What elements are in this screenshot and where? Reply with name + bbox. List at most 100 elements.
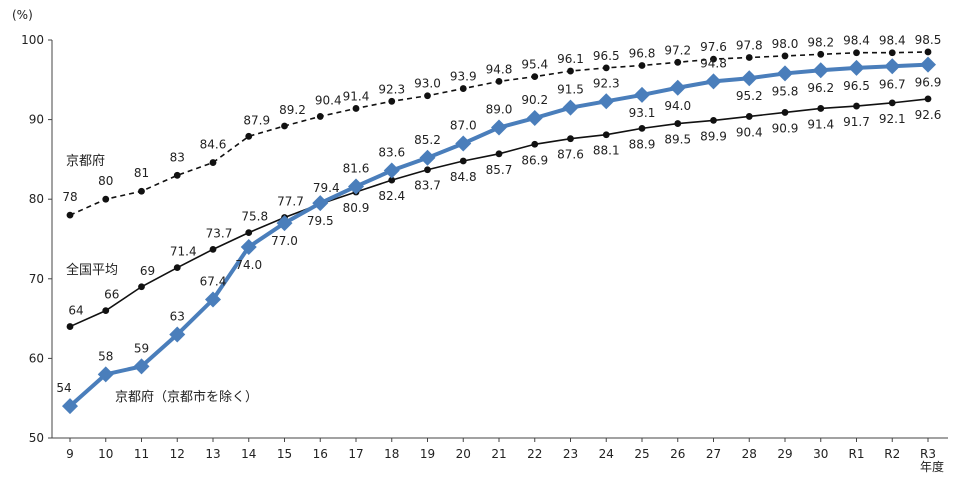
data-label: 90.4 [315,93,342,107]
data-label: 95.2 [736,89,763,103]
data-label: 96.2 [807,81,834,95]
data-point-circle [888,49,896,57]
data-label: 96.8 [629,46,656,60]
data-label: 87.0 [450,118,477,132]
data-point-diamond [312,195,329,212]
data-point-circle [102,307,110,315]
data-label: 98.4 [879,34,906,48]
data-label: 85.2 [414,133,441,147]
data-point-circle [66,323,74,330]
data-label: 81.6 [343,161,370,175]
data-point-circle [281,122,288,130]
data-point-circle [209,245,217,253]
data-point-diamond [169,326,186,343]
data-label: 78 [62,190,77,204]
data-point-circle [817,50,825,58]
data-point-diamond [812,62,829,79]
data-label: 93.9 [450,70,477,84]
x-tick-label: 27 [706,447,721,461]
data-point-circle [352,105,360,112]
data-label: 97.2 [664,43,691,57]
data-label: 90.9 [772,121,799,135]
data-point-diamond [562,99,579,116]
data-point-circle [745,54,753,61]
data-label: 86.9 [521,153,548,167]
x-tick-label: 14 [241,447,256,461]
data-label: 91.7 [843,115,870,129]
x-tick-label: 11 [134,447,149,461]
data-label: 93.0 [414,77,441,91]
data-label: 91.4 [807,117,834,131]
data-label: 54 [56,381,71,395]
data-point-diamond [884,58,901,75]
data-label: 91.4 [343,89,370,103]
data-point-circle [424,92,431,100]
data-point-circle [459,157,467,165]
x-tick-label: R2 [884,447,900,461]
data-label: 97.8 [736,39,763,53]
data-point-circle [245,229,253,237]
data-label: 84.6 [200,138,227,152]
x-tick-label: 10 [98,447,113,461]
data-label: 79.5 [307,214,334,228]
data-point-diamond [205,291,221,308]
data-label: 79.4 [313,181,340,195]
data-point-circle [567,135,574,143]
y-axis-unit: (%) [12,8,33,22]
x-tick-label: 25 [634,447,649,461]
x-tick-label: 26 [670,447,685,461]
data-label: 82.4 [378,189,405,203]
data-point-circle [924,48,932,56]
data-point-diamond [669,79,686,96]
data-point-diamond [526,110,543,127]
data-label: 89.5 [664,133,691,147]
data-label: 98.2 [807,35,834,49]
data-point-circle [638,124,646,132]
data-label: 92.3 [378,82,405,96]
x-tick-label: R1 [849,447,865,461]
data-label: 64 [68,304,83,318]
data-point-circle [710,116,717,124]
data-label: 63 [170,310,185,324]
x-tick-label: R3 [920,447,936,461]
data-point-diamond [276,215,293,232]
data-label: 75.8 [241,210,268,224]
data-point-circle [424,166,431,174]
data-label: 73.7 [206,226,233,240]
data-label: 80.9 [343,201,370,215]
data-point-diamond [920,56,936,73]
data-label: 83.6 [378,146,405,160]
y-tick-label: 50 [29,431,44,445]
data-label: 96.5 [843,79,870,93]
data-label: 96.9 [915,76,942,90]
data-point-diamond [848,59,865,76]
data-label: 97.6 [700,40,727,54]
data-point-diamond [598,93,615,110]
data-point-circle [853,49,860,57]
data-point-circle [602,64,610,72]
data-label: 77.0 [271,234,298,248]
x-tick-label: 17 [348,447,363,461]
data-label: 89.9 [700,129,727,143]
x-tick-label: 16 [313,447,328,461]
data-point-circle [173,264,181,272]
data-label: 89.0 [486,103,513,117]
x-tick-label: 12 [170,447,185,461]
data-point-circle [710,55,717,63]
series-name-label: 京都府 [66,154,105,169]
data-point-circle [674,58,682,66]
x-tick-label: 30 [813,447,828,461]
data-label: 71.4 [170,245,197,259]
data-label: 94.0 [664,99,691,113]
data-label: 92.1 [879,112,906,126]
data-point-diamond [348,178,364,195]
y-tick-label: 100 [21,33,44,47]
data-point-circle [781,109,789,116]
data-point-diamond [705,73,722,90]
data-label: 92.6 [915,108,942,122]
x-tick-label: 9 [66,447,74,461]
data-label: 98.5 [915,33,942,47]
data-label: 94.8 [700,56,727,70]
